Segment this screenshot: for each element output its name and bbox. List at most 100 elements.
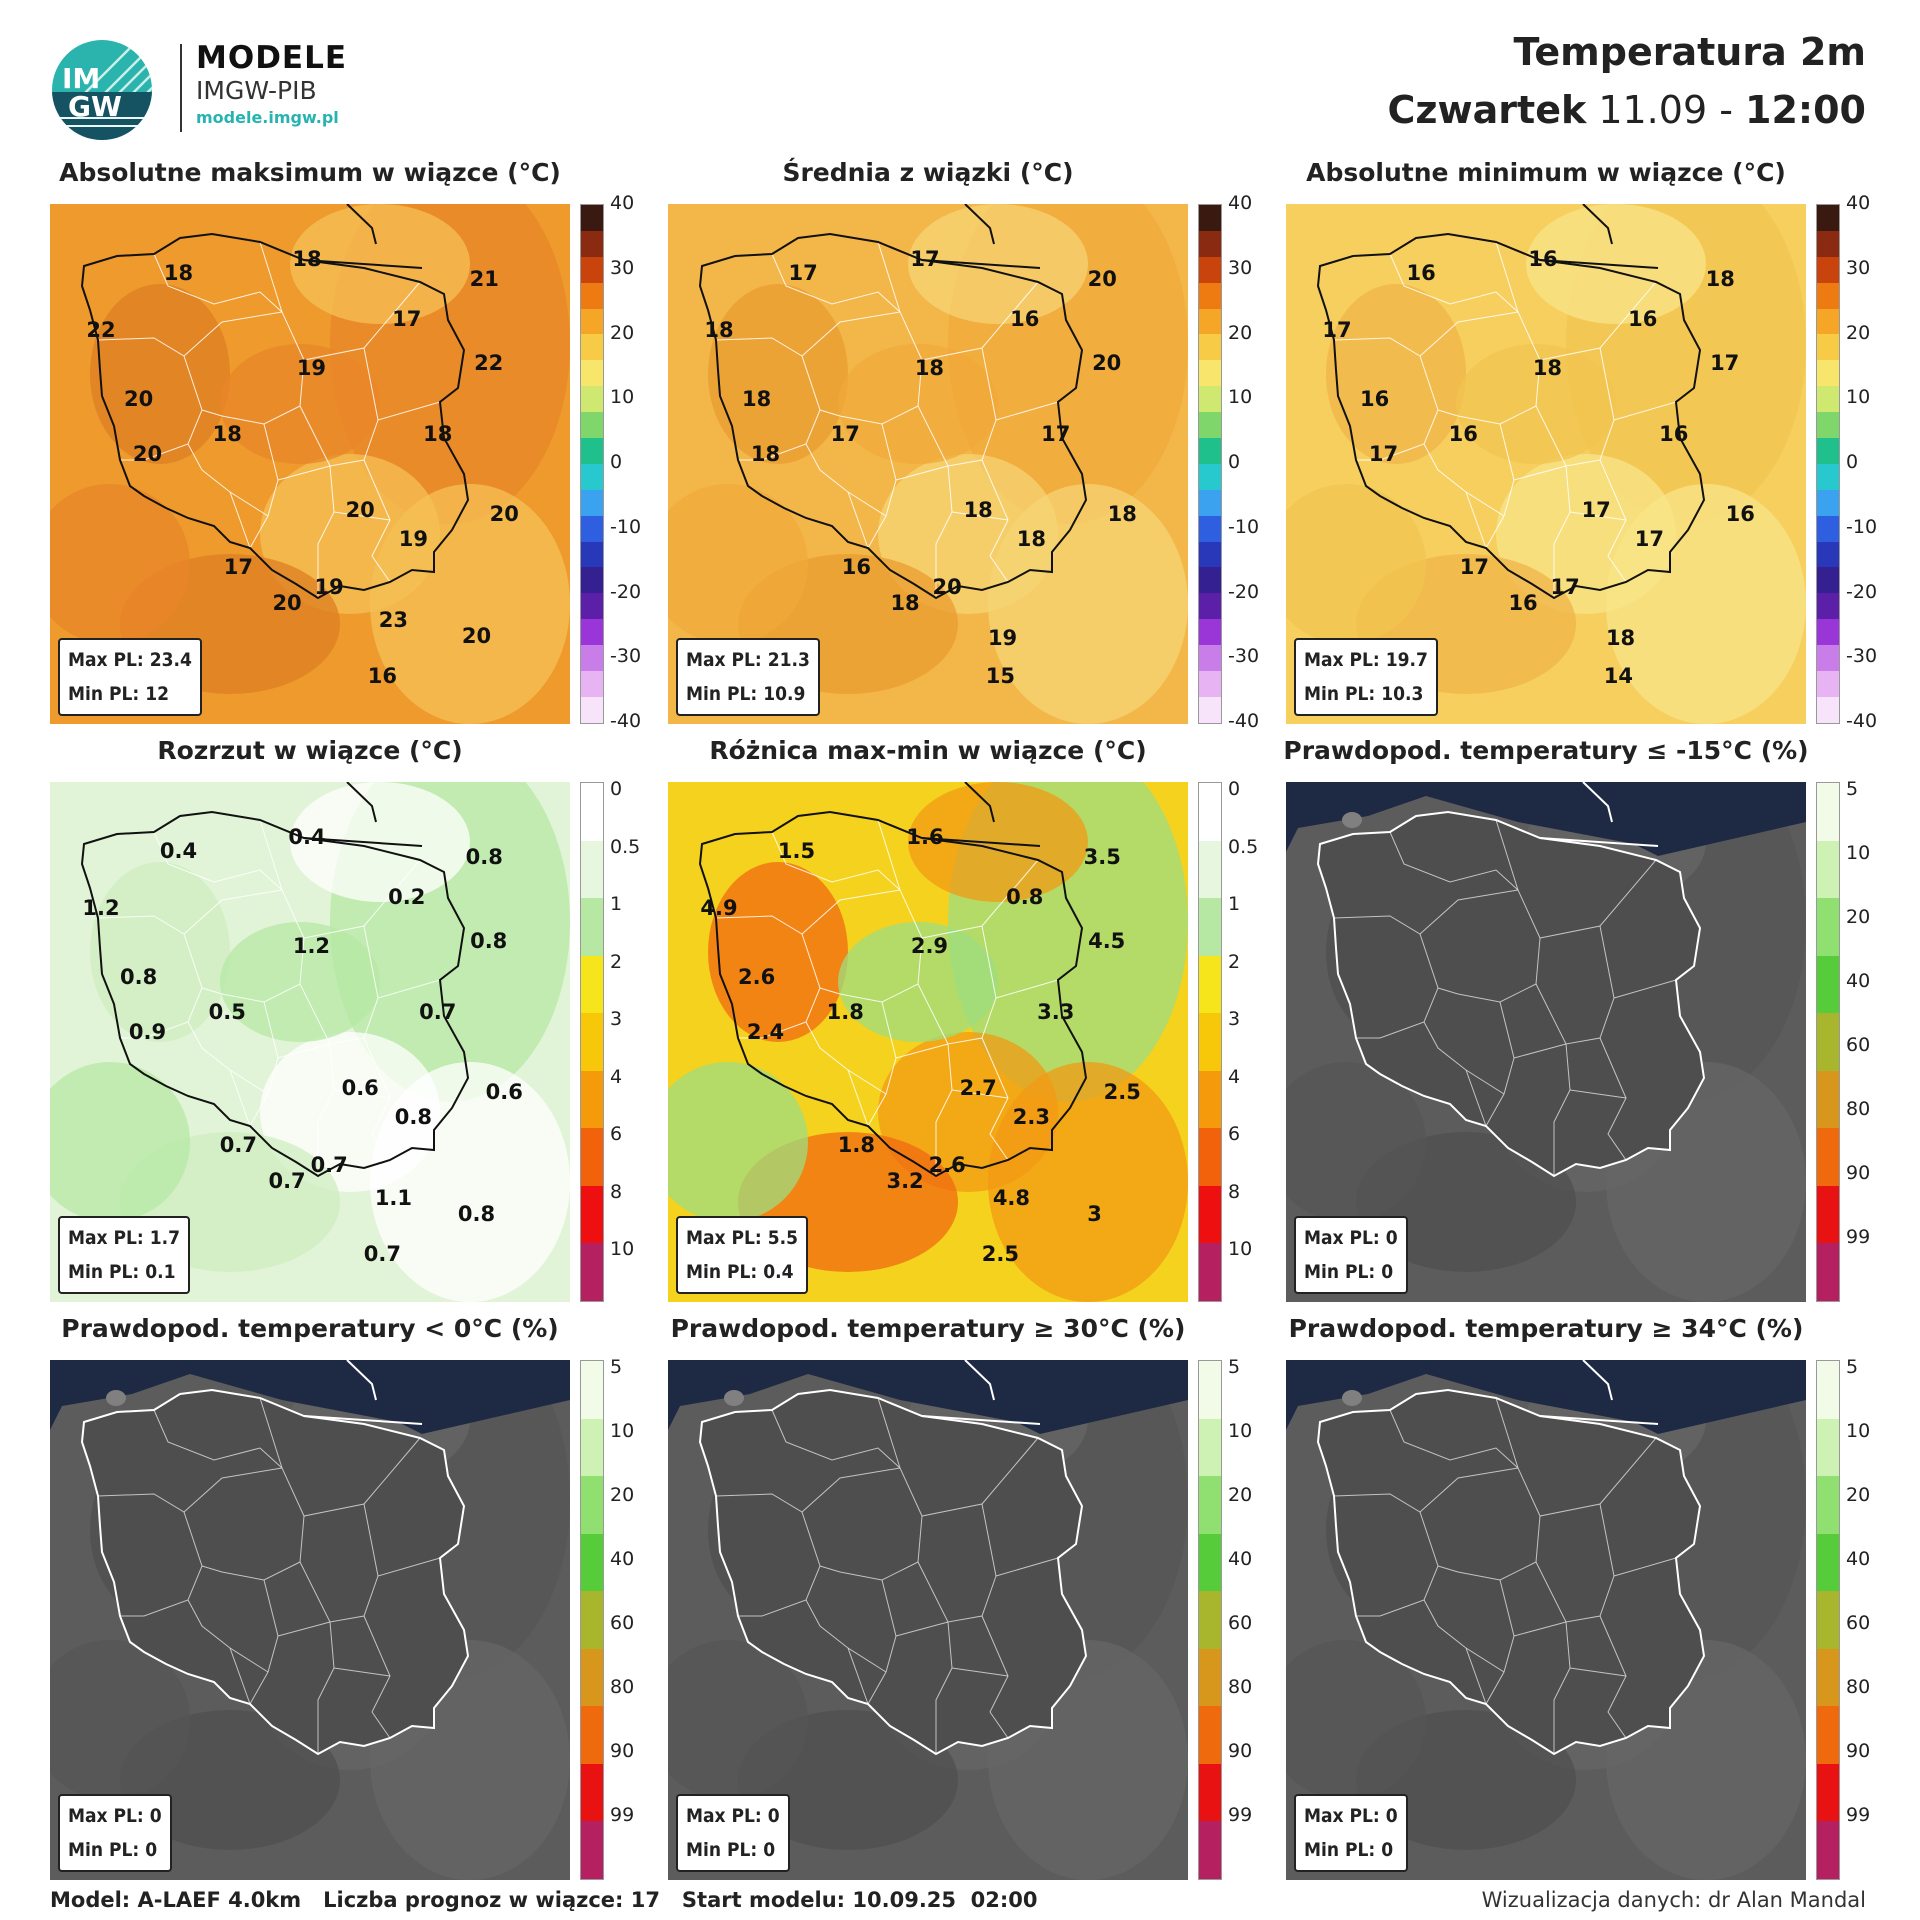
voivodeship-border	[895, 1043, 949, 1059]
imgw-logo: IM GW	[52, 40, 152, 140]
voivodeship-border	[153, 1409, 283, 1469]
colorbar-tick: 10	[1846, 386, 1871, 409]
stats-box: Max PL: 21.3 Min PL: 10.9	[676, 638, 820, 716]
colorbar-tick: -30	[610, 645, 642, 668]
kaliningrad-border	[921, 259, 1041, 269]
colorbar-tick: 99	[1846, 1225, 1871, 1248]
field-blob	[1286, 484, 1426, 644]
min-value: Min PL: 0	[68, 1839, 158, 1861]
coast-line	[346, 782, 377, 823]
panel-title: Prawdopod. temperatury ≥ 34°C (%)	[1288, 1314, 1804, 1343]
colorbar-tick: 8	[610, 1180, 623, 1203]
value-label: 20	[461, 623, 492, 648]
voivodeship-border	[995, 401, 1059, 421]
colorbar-segment	[581, 463, 603, 490]
panel-title: Prawdopod. temperatury ≥ 30°C (%)	[670, 1314, 1186, 1343]
colorbar-segment	[581, 1070, 603, 1129]
voivodeship-border	[1613, 1557, 1677, 1577]
field-blob	[988, 484, 1188, 724]
country-layer	[1316, 204, 1706, 600]
poland-border	[80, 1388, 470, 1756]
value-label: 0.8	[394, 1104, 432, 1129]
value-label: 17	[1459, 555, 1489, 580]
poland-border	[698, 232, 1088, 600]
value-label: 2.9	[910, 933, 949, 958]
value-label: 20	[345, 497, 375, 522]
min-value: Min PL: 0	[1304, 1261, 1394, 1283]
colorbar-segment	[581, 1591, 603, 1649]
colorbar-tick: 40	[1228, 1547, 1253, 1570]
colorbar-tick: 6	[1228, 1123, 1241, 1146]
colorbar-segment	[1817, 282, 1839, 309]
value-label: 0.7	[310, 1153, 348, 1178]
voivodeship-border	[1553, 1621, 1571, 1754]
panel-title: Prawdopod. temperatury ≤ -15°C (%)	[1283, 736, 1809, 765]
colorbar-tick: 0.5	[1228, 835, 1259, 858]
forecast-time: 12:00	[1745, 88, 1866, 132]
colorbar-tick: 80	[1228, 1675, 1253, 1698]
kaliningrad-border	[303, 259, 423, 269]
value-label: 20	[932, 575, 962, 600]
colorbar-segment	[1199, 955, 1221, 1014]
colorbar-segment	[581, 386, 603, 413]
colorbar-segment	[1817, 515, 1839, 542]
colorbar-tick: 80	[610, 1675, 635, 1698]
brand-url[interactable]: modele.imgw.pl	[196, 108, 339, 127]
min-value: Min PL: 10.9	[686, 683, 806, 705]
country-layer	[1316, 782, 1706, 1178]
colorbar-segment	[1199, 567, 1221, 594]
value-label: 19	[314, 575, 344, 600]
map-panel: 16 16 18 17 16 17 18 16 16 17 16 17 17 16 16 17 17 18 14 Ma…	[1286, 204, 1806, 724]
colorbar-segment	[1817, 567, 1839, 594]
stats-box: Max PL: 19.7 Min PL: 10.3	[1294, 638, 1438, 716]
value-label: 14	[1603, 663, 1633, 688]
colorbar-segment	[581, 360, 603, 387]
colorbar-segment	[1817, 230, 1839, 257]
colorbar-segment	[1817, 1185, 1839, 1244]
field-blob	[50, 484, 190, 644]
max-value: Max PL: 1.7	[68, 1227, 180, 1249]
colorbar-tick: 0.5	[610, 835, 641, 858]
colorbar-tick: 20	[1228, 321, 1253, 344]
colorbar-tick: 99	[610, 1803, 635, 1826]
colorbar-segment	[1817, 489, 1839, 516]
colorbar-segment	[1199, 230, 1221, 257]
colorbar-tick: -40	[610, 710, 642, 732]
voivodeship-border	[981, 459, 1009, 583]
value-label: 0.8	[120, 964, 158, 989]
voivodeship-border	[377, 979, 441, 999]
colorbar-segment	[1199, 412, 1221, 439]
colorbar-segment	[1817, 1070, 1839, 1129]
coast-line	[1582, 204, 1613, 245]
colorbar-segment	[581, 840, 603, 899]
voivodeship-border	[981, 1615, 1009, 1739]
colorbar-segment	[1199, 1476, 1221, 1534]
colorbar-tick: -30	[1228, 645, 1260, 668]
colorbar-tick: 3	[1228, 1008, 1241, 1031]
colorbar-segment	[1199, 1243, 1221, 1301]
colorbar-segment	[581, 1706, 603, 1764]
colorbar-segment	[1199, 360, 1221, 387]
value-label: 18	[750, 442, 781, 467]
colorbar-segment	[1199, 783, 1221, 841]
colorbar-segment	[581, 438, 603, 464]
colorbar-tick: 90	[610, 1739, 635, 1762]
poland-border	[1316, 232, 1706, 600]
field-blob	[908, 204, 1088, 324]
value-label: 20	[489, 502, 519, 527]
voivodeship-border	[277, 1621, 331, 1637]
coast-line	[964, 1360, 995, 1401]
colorbar-segment	[1199, 1185, 1221, 1244]
colorbar-tick: 5	[1228, 1356, 1241, 1378]
colorbar-segment	[581, 1185, 603, 1244]
value-label: 18	[890, 590, 920, 615]
kaliningrad-border	[1539, 259, 1659, 269]
max-value: Max PL: 0	[1304, 1805, 1398, 1827]
colorbar-segment	[1817, 541, 1839, 568]
map-panel: 1.5 1.6 3.5 4.9 0.8 4.5 2.9 2.6 1.8 2.4 3.3 2.7 1.8 2…	[668, 782, 1188, 1302]
colorbar-segment	[1199, 515, 1221, 542]
colorbar-segment	[1199, 696, 1221, 723]
stats-box: Max PL: 0 Min PL: 0	[58, 1794, 172, 1872]
value-label: 2.3	[1012, 1104, 1050, 1129]
voivodeship-border	[1569, 511, 1627, 521]
